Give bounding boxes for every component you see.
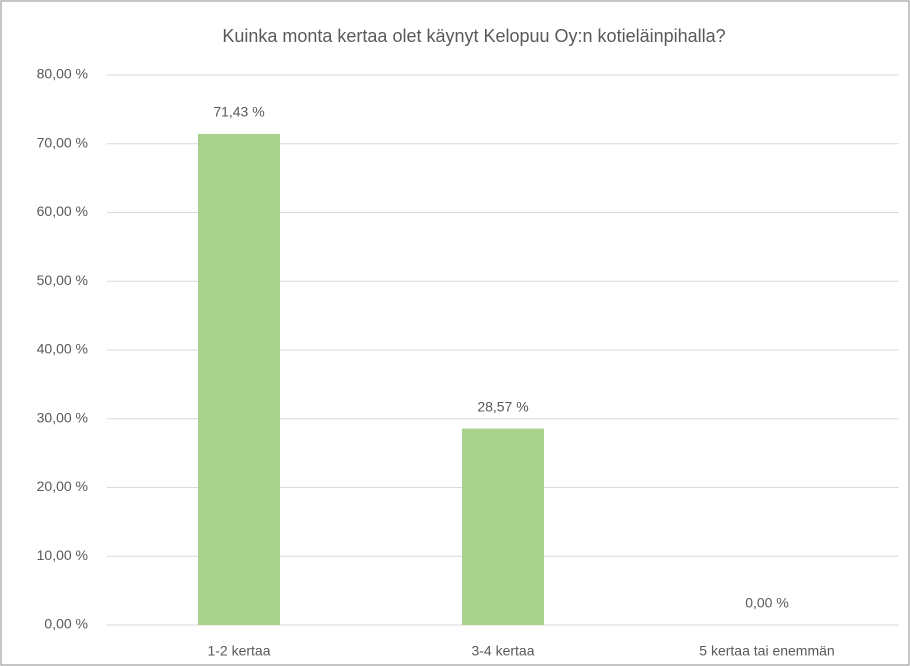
x-tick-label: 1-2 kertaa xyxy=(207,643,270,659)
chart-title: Kuinka monta kertaa olet käynyt Kelopuu … xyxy=(222,26,725,46)
y-tick-label: 60,00 % xyxy=(37,203,88,219)
data-label: 28,57 % xyxy=(477,398,528,414)
y-tick-label: 0,00 % xyxy=(44,616,88,632)
y-tick-label: 20,00 % xyxy=(37,478,88,494)
y-tick-label: 10,00 % xyxy=(37,547,88,563)
bar xyxy=(462,428,544,625)
y-tick-label: 40,00 % xyxy=(37,341,88,357)
data-label: 0,00 % xyxy=(745,595,789,611)
x-tick-label: 5 kertaa tai enemmän xyxy=(699,643,834,659)
x-tick-label: 3-4 kertaa xyxy=(471,643,534,659)
y-tick-label: 80,00 % xyxy=(37,66,88,82)
y-tick-label: 70,00 % xyxy=(37,134,88,150)
y-tick-label: 50,00 % xyxy=(37,272,88,288)
data-label: 71,43 % xyxy=(213,104,264,120)
bar xyxy=(198,133,280,625)
y-tick-label: 30,00 % xyxy=(37,409,88,425)
